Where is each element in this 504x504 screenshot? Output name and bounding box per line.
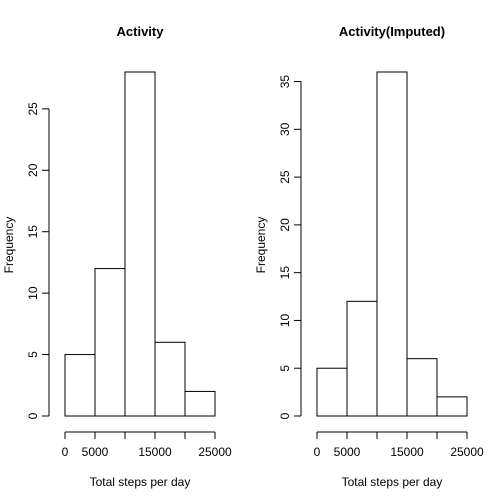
histogram-bar	[346, 300, 378, 417]
x-axis-label: Total steps per day	[342, 475, 443, 489]
y-tick-label: 5	[278, 365, 292, 372]
histogram-bar	[436, 396, 468, 417]
x-tick-label: 0	[62, 445, 69, 459]
chart-title: Activity(Imputed)	[339, 24, 445, 39]
x-tick-label: 25000	[450, 445, 484, 459]
chart-title: Activity	[117, 24, 165, 39]
y-tick-label: 5	[26, 351, 40, 358]
histogram-bar	[184, 390, 216, 417]
y-tick-label: 10	[26, 286, 40, 300]
histogram-bar	[94, 268, 126, 417]
x-tick-label: 15000	[390, 445, 424, 459]
histogram-bar	[124, 71, 156, 417]
histogram-bar	[154, 341, 186, 417]
y-tick-label: 0	[26, 412, 40, 419]
y-tick-label: 15	[26, 225, 40, 239]
y-axis-label: Frequency	[254, 217, 268, 274]
x-axis-label: Total steps per day	[90, 475, 191, 489]
y-tick-label: 35	[278, 75, 292, 89]
histogram-panel-activity-imputed: Activity(Imputed) 0 5 10 15 20 25 30 35 0 5000 1500…	[254, 24, 484, 489]
y-tick-label: 25	[26, 102, 40, 116]
histogram-bar	[64, 354, 96, 417]
y-tick-label: 30	[278, 122, 292, 136]
y-tick-label: 25	[278, 170, 292, 184]
histogram-bar	[376, 71, 408, 417]
y-tick-label: 10	[278, 313, 292, 327]
y-tick-label: 20	[278, 218, 292, 232]
histogram-bar	[316, 367, 348, 417]
y-axis-label: Frequency	[2, 217, 16, 274]
histogram-panel-activity: Activity 0 5 10 15 20 25 0 5000 15000 25000 Total s…	[2, 24, 232, 489]
x-tick-label: 5000	[82, 445, 109, 459]
x-tick-label: 5000	[334, 445, 361, 459]
histogram-bar	[406, 358, 438, 417]
x-tick-label: 15000	[138, 445, 172, 459]
x-tick-label: 0	[314, 445, 321, 459]
x-tick-label: 25000	[198, 445, 232, 459]
y-tick-label: 15	[278, 266, 292, 280]
y-tick-label: 20	[26, 163, 40, 177]
y-tick-label: 0	[278, 412, 292, 419]
